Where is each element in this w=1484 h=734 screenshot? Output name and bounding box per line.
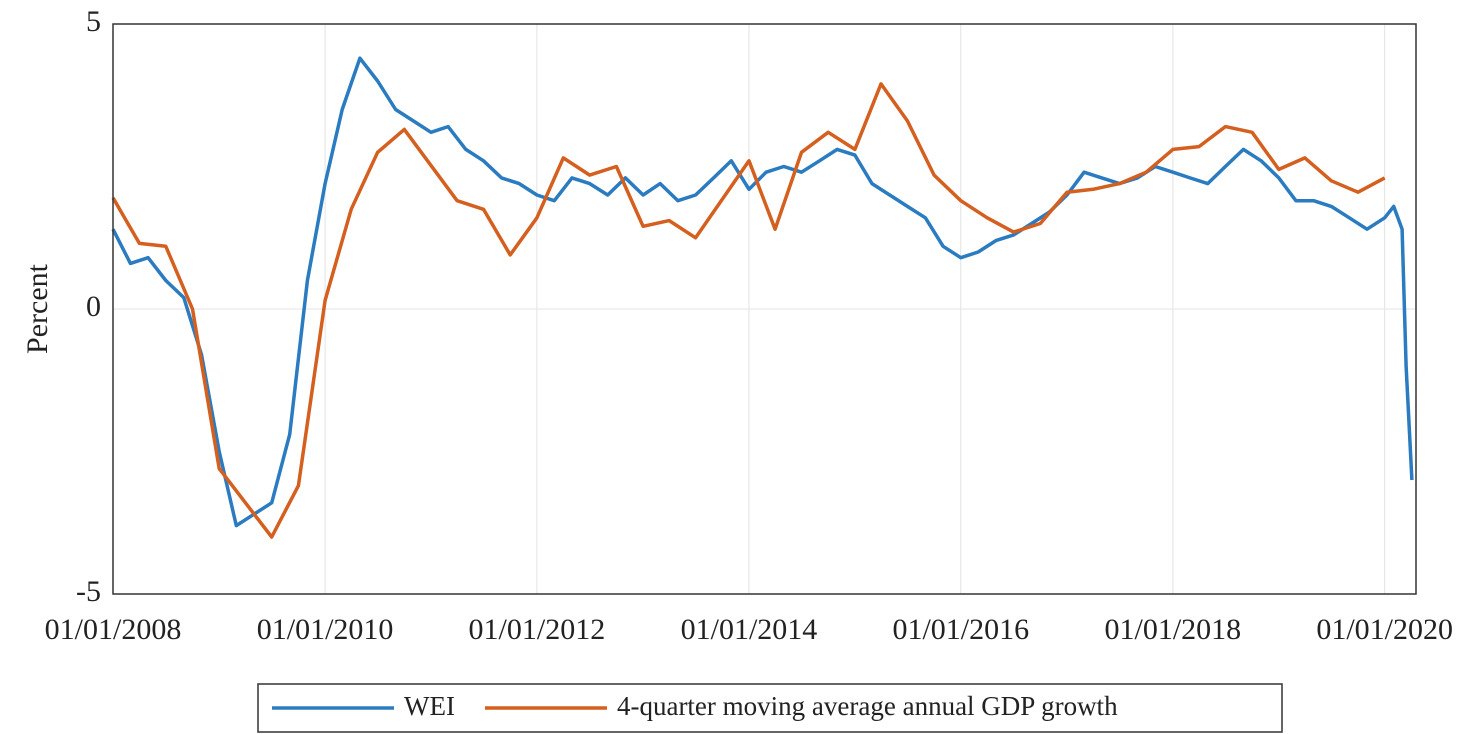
y-tick-label: 0	[86, 290, 101, 323]
y-tick-label: -5	[76, 575, 101, 608]
y-tick-label: 5	[86, 5, 101, 38]
y-axis-label: Percent	[21, 263, 54, 354]
data-line	[111, 82, 1386, 539]
legend-label: 4-quarter moving average annual GDP grow…	[617, 691, 1118, 721]
x-tick-label: 01/01/2010	[257, 613, 394, 646]
x-tick-label: 01/01/2008	[45, 613, 182, 646]
legend-box	[257, 683, 1283, 733]
legend-label: WEI	[404, 691, 455, 721]
x-tick-label: 01/01/2014	[681, 613, 818, 646]
data-line	[111, 56, 1414, 528]
plot-frame	[112, 23, 1417, 595]
x-tick-label: 01/01/2018	[1105, 613, 1242, 646]
x-tick-label: 01/01/2020	[1316, 613, 1453, 646]
x-tick-label: 01/01/2016	[892, 613, 1029, 646]
x-tick-label: 01/01/2012	[469, 613, 606, 646]
